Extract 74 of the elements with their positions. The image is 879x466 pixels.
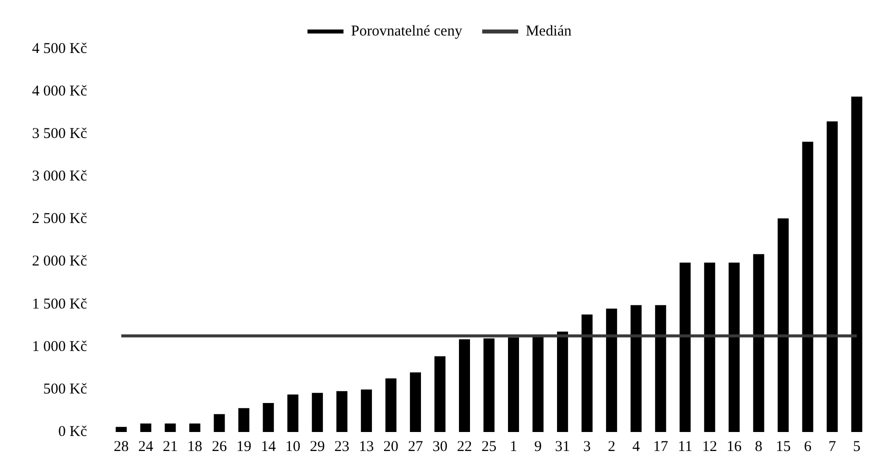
bar bbox=[778, 218, 789, 432]
x-tick-label: 30 bbox=[432, 438, 448, 455]
x-tick-label: 15 bbox=[776, 438, 791, 455]
x-tick-label: 4 bbox=[632, 438, 640, 455]
y-tick-label: 2 000 Kč bbox=[32, 254, 88, 270]
x-tick-label: 2 bbox=[608, 438, 616, 455]
x-tick-label: 20 bbox=[383, 438, 398, 455]
y-tick-label: 4 500 Kč bbox=[32, 40, 88, 57]
x-tick-label: 11 bbox=[678, 438, 692, 455]
x-tick-label: 31 bbox=[555, 438, 570, 455]
x-tick-label: 19 bbox=[236, 438, 252, 455]
bar bbox=[851, 96, 862, 432]
bar bbox=[312, 392, 323, 432]
y-tick-label: 3 000 Kč bbox=[32, 168, 88, 185]
bar bbox=[728, 262, 740, 432]
bar bbox=[704, 262, 716, 432]
y-tick-label: 1 000 Kč bbox=[32, 338, 88, 355]
x-tick-label: 10 bbox=[285, 438, 300, 455]
x-tick-label: 9 bbox=[534, 438, 542, 455]
bar bbox=[410, 372, 421, 432]
bar bbox=[582, 314, 593, 432]
bar bbox=[630, 305, 642, 432]
y-tick-label: 500 Kč bbox=[43, 381, 88, 398]
x-tick-label: 5 bbox=[852, 438, 860, 455]
x-tick-label: 1 bbox=[510, 438, 518, 455]
x-tick-label: 6 bbox=[804, 438, 812, 455]
x-tick-label: 17 bbox=[653, 438, 669, 455]
bar bbox=[557, 332, 568, 432]
x-tick-label: 28 bbox=[114, 438, 129, 455]
bar bbox=[214, 414, 225, 432]
bar bbox=[508, 338, 520, 432]
x-tick-label: 18 bbox=[187, 438, 202, 455]
x-tick-label: 12 bbox=[702, 438, 718, 455]
y-tick-label: 3 500 Kč bbox=[32, 126, 88, 142]
bar bbox=[826, 121, 838, 432]
x-tick-label: 13 bbox=[358, 438, 374, 455]
x-tick-label: 29 bbox=[310, 438, 325, 455]
y-tick-label: 1 500 Kč bbox=[32, 296, 88, 312]
legend-label: Porovnatelné ceny bbox=[350, 23, 463, 40]
bar bbox=[753, 254, 764, 432]
bar bbox=[385, 378, 396, 432]
bar bbox=[116, 426, 127, 432]
y-tick-label: 2 500 Kč bbox=[32, 211, 88, 228]
x-tick-label: 26 bbox=[212, 438, 228, 455]
bar bbox=[189, 423, 200, 432]
bar bbox=[262, 403, 274, 432]
x-tick-label: 8 bbox=[754, 438, 762, 455]
bar bbox=[434, 356, 446, 432]
x-tick-label: 24 bbox=[138, 438, 154, 455]
bar bbox=[287, 394, 298, 432]
x-tick-label: 23 bbox=[334, 438, 350, 455]
y-tick-label: 4 000 Kč bbox=[32, 83, 88, 100]
x-tick-label: 25 bbox=[481, 438, 496, 455]
x-tick-label: 14 bbox=[260, 438, 276, 455]
bar bbox=[164, 423, 176, 432]
x-tick-label: 3 bbox=[583, 438, 591, 455]
bar bbox=[336, 391, 348, 432]
bar bbox=[532, 336, 544, 432]
x-tick-label: 7 bbox=[828, 438, 836, 455]
x-tick-label: 16 bbox=[726, 438, 742, 455]
bar bbox=[238, 408, 250, 432]
bar bbox=[360, 389, 372, 432]
bar bbox=[483, 338, 495, 432]
bar bbox=[655, 305, 666, 432]
x-tick-label: 21 bbox=[162, 438, 178, 455]
bar bbox=[140, 423, 152, 432]
bar bbox=[802, 142, 814, 432]
bar bbox=[458, 339, 470, 432]
x-tick-label: 22 bbox=[456, 438, 472, 455]
bar bbox=[606, 308, 618, 432]
y-tick-label: 0 Kč bbox=[58, 424, 88, 440]
bar bbox=[680, 262, 691, 432]
x-tick-label: 27 bbox=[408, 438, 424, 455]
legend-label: Medián bbox=[526, 23, 572, 40]
